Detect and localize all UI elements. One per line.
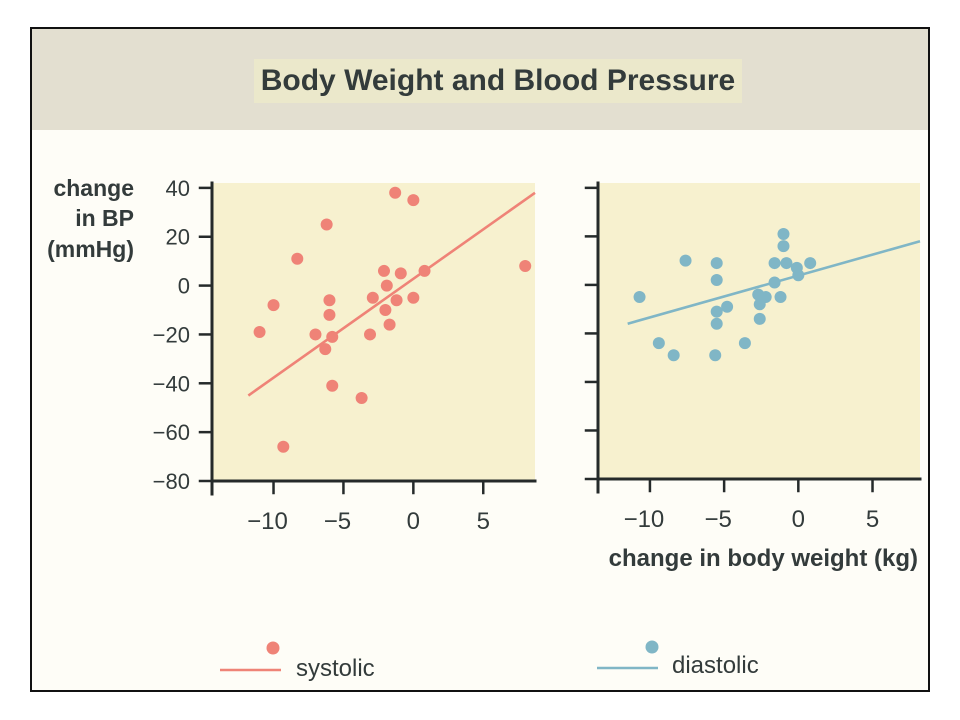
systolic-point (383, 318, 396, 331)
systolic-point (320, 218, 333, 231)
x-tick-label: 0 (792, 506, 805, 533)
y-tick-label: 20 (166, 225, 190, 250)
systolic-point (377, 264, 390, 277)
diastolic-point (667, 349, 680, 362)
diastolic-point (710, 257, 723, 270)
systolic-point (326, 330, 339, 343)
y-tick-label: 0 (178, 274, 190, 299)
y-tick-label: 40 (166, 176, 190, 201)
legend: systolic diastolic (220, 640, 759, 682)
x-tick-label: −5 (704, 506, 731, 533)
diastolic-point (777, 227, 790, 240)
diastolic-point (710, 317, 723, 330)
systolic-point (366, 291, 379, 304)
systolic-point (418, 264, 431, 277)
systolic-point (323, 294, 336, 307)
y-tick-label: −20 (153, 322, 190, 347)
diastolic-point (768, 276, 781, 289)
diastolic-point (709, 349, 722, 362)
x-tick-label: 5 (866, 506, 879, 533)
diastolic-point (710, 305, 723, 318)
diastolic-point (774, 291, 787, 304)
y-tick-label: −80 (153, 469, 190, 494)
diastolic-point (710, 274, 723, 287)
systolic-point (390, 294, 403, 307)
systolic-scatter-panel: 40 20 0 −20 −40 −60 −80 −10 −5 0 5 (153, 176, 537, 535)
diastolic-point (780, 257, 793, 270)
legend-marker-systolic (266, 641, 280, 655)
systolic-point (277, 440, 290, 453)
systolic-point (379, 304, 392, 317)
y-axis-label: change in BP (mmHg) (47, 175, 134, 262)
systolic-point (364, 328, 377, 341)
systolic-point (309, 328, 322, 341)
systolic-point (407, 194, 420, 207)
systolic-point (291, 252, 304, 265)
diastolic-point (753, 312, 766, 325)
x-tick-label: −10 (624, 506, 665, 533)
scatter-plots: 40 20 0 −20 −40 −60 −80 −10 −5 0 5 −10 −5 0 5 (153, 176, 922, 535)
legend-label-diastolic: diastolic (672, 652, 759, 679)
systolic-point (407, 291, 420, 304)
y-axis-label-line: in BP (75, 205, 134, 231)
diastolic-point (753, 298, 766, 311)
y-axis-label-line: change (53, 175, 134, 201)
x-tick-label: 0 (407, 508, 420, 535)
diastolic-point (777, 240, 790, 253)
legend-label-systolic: systolic (296, 655, 375, 682)
systolic-point (355, 391, 368, 404)
y-tick-label: −40 (153, 371, 190, 396)
x-tick-label: −10 (247, 508, 288, 535)
chart-title: Body Weight and Blood Pressure (260, 64, 736, 97)
systolic-point (394, 267, 407, 280)
diastolic-point (652, 337, 665, 350)
diastolic-point (633, 291, 646, 304)
systolic-point (319, 343, 332, 356)
systolic-point (267, 299, 280, 312)
systolic-point (389, 186, 402, 199)
x-tick-label: −5 (324, 508, 351, 535)
legend-item-diastolic: diastolic (597, 640, 759, 679)
systolic-point (253, 326, 266, 338)
x-axis-label: change in body weight (kg) (609, 545, 918, 572)
x-tick-label: 5 (477, 508, 490, 535)
y-axis-label-line: (mmHg) (47, 236, 134, 262)
diastolic-point (738, 337, 751, 350)
systolic-point (519, 260, 532, 273)
systolic-point (323, 308, 336, 321)
legend-marker-diastolic (645, 640, 659, 654)
diastolic-point (792, 269, 805, 282)
plot-background (598, 183, 920, 479)
systolic-point (326, 379, 339, 392)
title-highlight (254, 59, 742, 103)
diastolic-point (804, 257, 817, 270)
y-tick-label: −60 (153, 420, 190, 445)
diastolic-point (679, 254, 692, 267)
systolic-point (380, 279, 393, 292)
diastolic-scatter-panel: −10 −5 0 5 (584, 181, 922, 533)
legend-item-systolic: systolic (220, 641, 375, 682)
systolic-trend-line (247, 191, 536, 397)
diastolic-point (721, 300, 734, 313)
diastolic-point (768, 257, 781, 270)
